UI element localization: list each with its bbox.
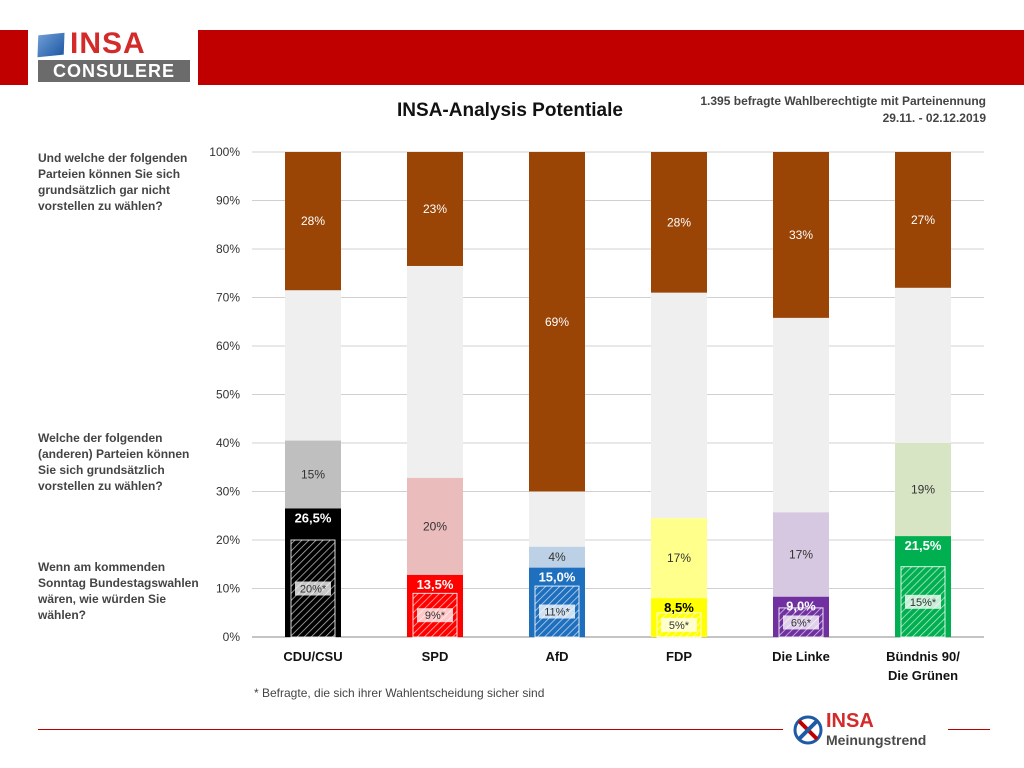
survey-info: 1.395 befragte Wahlberechtigte mit Parte… [700, 93, 986, 127]
sure-label-box [417, 608, 453, 623]
category-label: AfD [545, 649, 568, 664]
vote-label: 15,0% [539, 570, 576, 585]
bar-undecided [407, 265, 463, 478]
bar-undecided [895, 287, 951, 443]
bar-rejection [773, 152, 829, 318]
sure-label: 6%* [791, 617, 812, 629]
category-label: Die Linke [772, 649, 830, 664]
potential-label: 17% [789, 548, 813, 562]
logo-word: INSA [70, 27, 146, 60]
sure-label: 11%* [544, 607, 570, 619]
insa-meinungstrend-logo: INSA Meinungstrend [792, 710, 952, 752]
bar-undecided [651, 292, 707, 519]
bar-potential [773, 512, 829, 597]
insa-consulere-logo: INSA CONSULERE [28, 28, 198, 86]
bar-undecided [773, 317, 829, 513]
bar-potential [651, 518, 707, 599]
bar-undecided [529, 491, 585, 547]
bar-potential [407, 477, 463, 575]
y-tick-label: 30% [216, 485, 240, 499]
question-rejection: Und welche der folgenden Parteien können… [38, 151, 188, 213]
sure-label: 9%* [425, 610, 446, 622]
logo2-word: INSA [826, 710, 874, 732]
vote-label: 9,0% [786, 599, 816, 614]
bar-rejection [651, 152, 707, 293]
sure-label: 5%* [669, 620, 690, 632]
potential-label: 19% [911, 483, 935, 497]
rejection-label: 28% [667, 215, 691, 229]
footer-divider [38, 729, 783, 730]
sure-label-box [661, 617, 697, 632]
y-tick-label: 100% [209, 145, 240, 159]
y-tick-label: 80% [216, 242, 240, 256]
y-tick-label: 70% [216, 291, 240, 305]
bar-rejection [529, 152, 585, 492]
vote-label: 26,5% [295, 510, 332, 525]
vote-label: 8,5% [664, 600, 694, 615]
sure-label-box [783, 615, 819, 630]
potential-label: 4% [548, 550, 566, 564]
sure-label: 15%* [910, 597, 937, 609]
footer-divider-right [948, 729, 990, 730]
potential-label: 15% [301, 468, 325, 482]
bar-rejection [895, 152, 951, 288]
rejection-label: 69% [545, 315, 569, 329]
vote-label: 13,5% [417, 577, 454, 592]
category-label: Bündnis 90/ [886, 649, 960, 664]
rejection-label: 27% [911, 213, 935, 227]
x-circle-icon [793, 715, 823, 745]
category-label: SPD [422, 649, 449, 664]
potential-label: 20% [423, 519, 447, 533]
y-tick-label: 50% [216, 388, 240, 402]
y-tick-label: 60% [216, 339, 240, 353]
bar-undecided [285, 290, 341, 441]
category-label: FDP [666, 649, 692, 664]
bar-potential [285, 440, 341, 509]
rejection-label: 33% [789, 228, 813, 242]
vote-label: 21,5% [905, 538, 942, 553]
question-potential: Welche der folgenden (anderen) Parteien … [38, 431, 190, 493]
sure-label-box [539, 604, 575, 619]
logo2-subtitle: Meinungstrend [826, 732, 927, 748]
y-tick-label: 20% [216, 533, 240, 547]
bar-potential [529, 546, 585, 568]
sure-label: 20%* [300, 584, 327, 596]
bar-potential [895, 443, 951, 537]
sure-label-box [905, 594, 941, 609]
sure-label-box [295, 581, 331, 596]
bar-rejection [407, 152, 463, 266]
category-label: Die Grünen [888, 668, 958, 683]
category-label: CDU/CSU [283, 649, 342, 664]
y-tick-label: 10% [216, 582, 240, 596]
footnote: * Befragte, die sich ihrer Wahlentscheid… [254, 686, 545, 700]
survey-sample: 1.395 befragte Wahlberechtigte mit Parte… [700, 94, 986, 108]
chart-title: INSA-Analysis Potentiale [397, 100, 623, 121]
question-vote: Wenn am kommenden Sonntag Bundestagswahl… [38, 560, 199, 622]
y-tick-label: 40% [216, 436, 240, 450]
potential-label: 17% [667, 551, 691, 565]
y-tick-label: 90% [216, 194, 240, 208]
logo-subtitle: CONSULERE [38, 60, 190, 82]
rejection-label: 23% [423, 202, 447, 216]
rejection-label: 28% [301, 214, 325, 228]
survey-dates: 29.11. - 02.12.2019 [882, 111, 986, 125]
bar-rejection [285, 152, 341, 291]
y-tick-label: 0% [223, 630, 241, 644]
